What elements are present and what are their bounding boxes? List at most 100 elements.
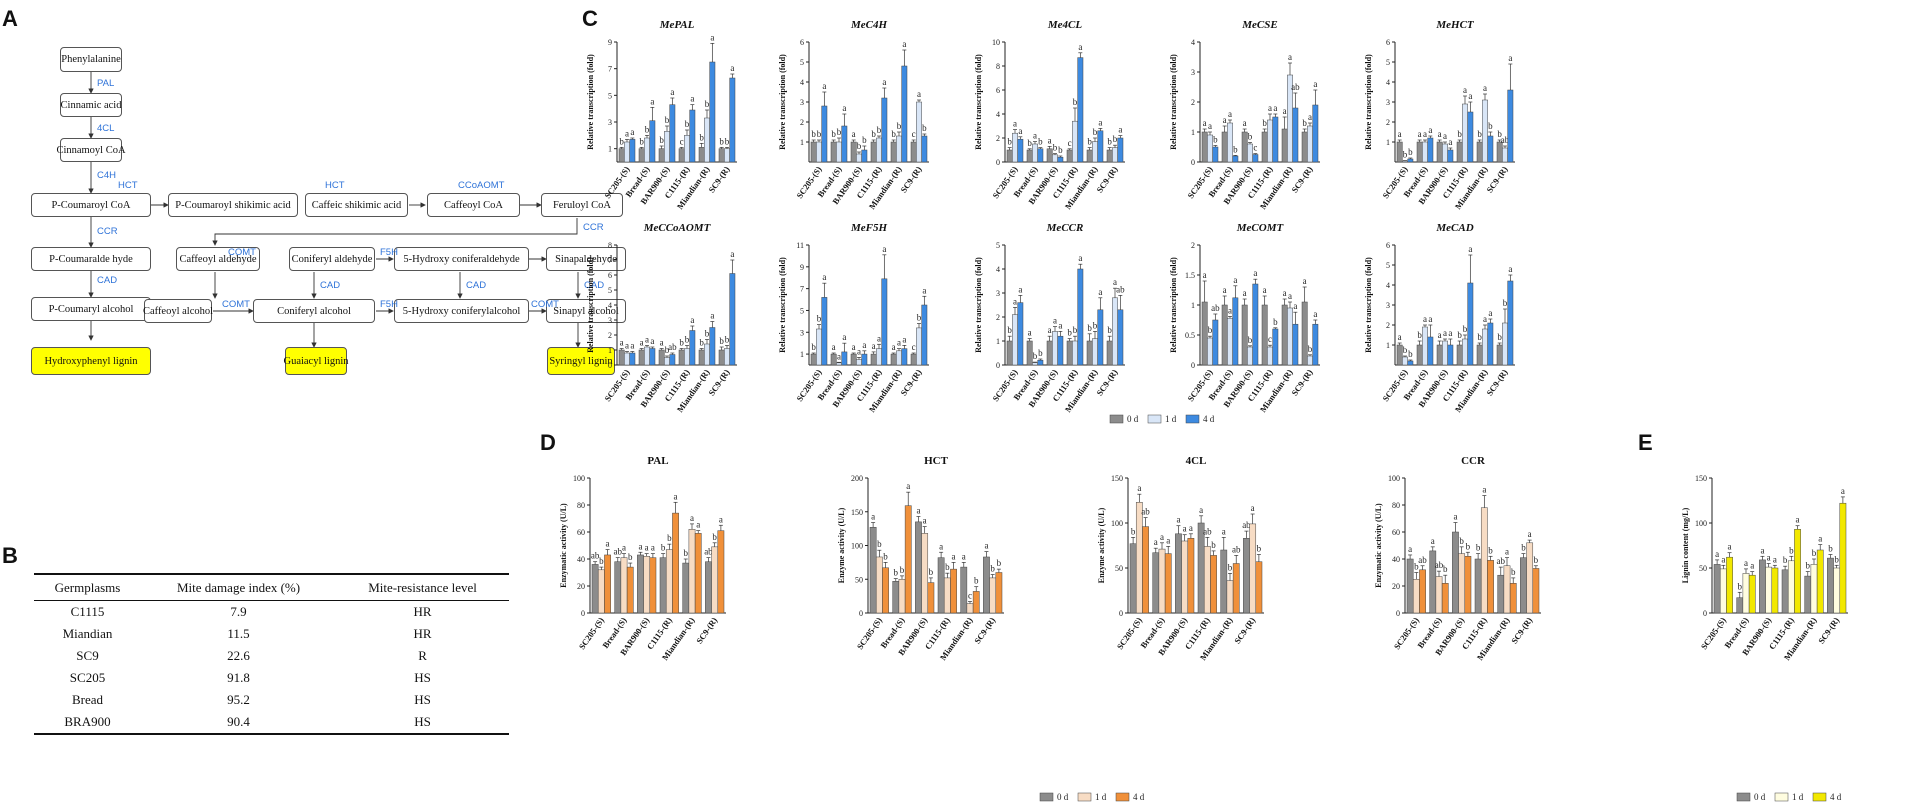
significance-letter: a [1508,53,1512,63]
y-tick-label: 6 [800,38,804,47]
legend-swatch [1039,792,1054,802]
node-phenylalanine: Phenylalanine [60,47,122,72]
y-axis-label: Enzyme activity (U/L) [1097,507,1106,583]
bar [1447,344,1454,366]
bar [629,352,636,366]
y-tick-label: 3 [1386,301,1390,310]
significance-letter: a [1721,554,1725,564]
bar [943,577,951,614]
bar [1419,569,1426,614]
significance-letter: a [1483,314,1487,324]
bar [704,343,710,366]
bar [1532,568,1540,614]
significance-letter: a [882,244,886,254]
table-cell: 11.5 [227,626,250,641]
bar [1462,103,1468,163]
significance-letter: b [945,562,950,572]
bar [1252,154,1259,163]
significance-letter: b [1007,137,1012,147]
enzyme-label-4cl: 4CL [97,123,115,134]
significance-letter: ab [591,551,600,561]
significance-letter: a [1228,109,1232,119]
bar [1301,301,1308,366]
bar [1046,340,1053,366]
chart-title: MeCSE [1241,19,1277,31]
bar [1057,335,1064,366]
bar [1232,563,1240,614]
bar [1221,131,1228,163]
bar [624,352,630,366]
enzyme-label-ccoaomt: CCoAOMT [458,180,505,191]
bar [1467,111,1474,163]
y-tick-label: 100 [851,542,863,551]
y-tick-label: 5 [608,286,612,295]
significance-letter: a [710,311,714,321]
legend-swatch [1736,792,1751,802]
significance-letter: a [1098,117,1102,127]
bar [1072,340,1078,366]
bar [684,135,690,163]
significance-letter: a [1018,126,1022,136]
bar [1086,340,1093,366]
significance-letter: a [1508,264,1512,274]
legend-label: 4 d [1830,792,1842,802]
y-tick-label: 11 [796,241,804,250]
y-tick-label: 50 [1699,564,1707,573]
y-axis-label: Relative transcription (fold) [1169,54,1178,150]
significance-letter: b [1073,97,1078,107]
y-tick-label: 1 [608,145,612,154]
chart-mecad: 1 2 3 4 5 6 MeCAD Relative transcription (fold)… [1364,222,1515,414]
bar [830,353,837,366]
bar [921,304,928,366]
bar [995,572,1003,614]
chart-title: CCR [1461,455,1486,467]
significance-letter: b [725,335,730,345]
significance-letter: a [1233,275,1237,285]
bar [1487,135,1494,163]
significance-letter: a [638,541,642,551]
significance-letter: b [837,127,842,137]
significance-letter: a [1760,545,1764,555]
bar [861,353,868,366]
significance-letter: a [1423,129,1427,139]
bar [1456,344,1463,366]
significance-letter: a [1428,125,1432,135]
bar [836,362,842,366]
node-sinapyl-alcohol: Sinapyl alcohol [546,299,626,323]
panel-label-e: E [1638,430,1653,455]
bar [1272,328,1279,366]
legend-panel-c: 0 d 1 d 4 d [1109,414,1215,424]
column-header: Mite damage index (%) [141,573,337,601]
legend-label: 0 d [1754,792,1766,802]
bar [1112,147,1118,163]
significance-letter: a [1818,534,1822,544]
legend-label: 1 d [1095,792,1107,802]
significance-letter: b [1477,332,1482,342]
bar [1307,355,1313,366]
table-cell: Bread [71,692,104,707]
significance-letter: a [939,541,943,551]
significance-letter: a [1283,106,1287,116]
chart-meccoaomt: 0 1 2 3 4 5 6 7 8 MeCCoAOMT Relative transcription… [586,222,737,414]
y-tick-label: 1 [800,350,804,359]
enzyme-label-cad-1: CAD [97,275,118,286]
bar [1152,552,1160,614]
bar [597,569,605,614]
bar [830,141,837,163]
significance-letter: a [1208,121,1212,131]
bar [1480,507,1488,614]
significance-letter: c [680,136,684,146]
bar [1441,583,1449,614]
panel-label-d: D [540,430,556,455]
bar [1292,107,1299,163]
bar [1086,149,1093,163]
bar [1106,149,1113,163]
bar [698,349,705,366]
significance-letter: a [1438,129,1442,139]
bar [614,561,622,614]
germplasm-table: Germplasms Mite damage index (%) Mite-re… [34,573,509,735]
significance-letter: a [1398,332,1402,342]
significance-letter: b [665,345,670,355]
column-header: Mite-resistance level [336,573,509,601]
chart-mepal: 1 3 5 7 9 MePAL Relative transcription (fold) b… [586,19,737,211]
